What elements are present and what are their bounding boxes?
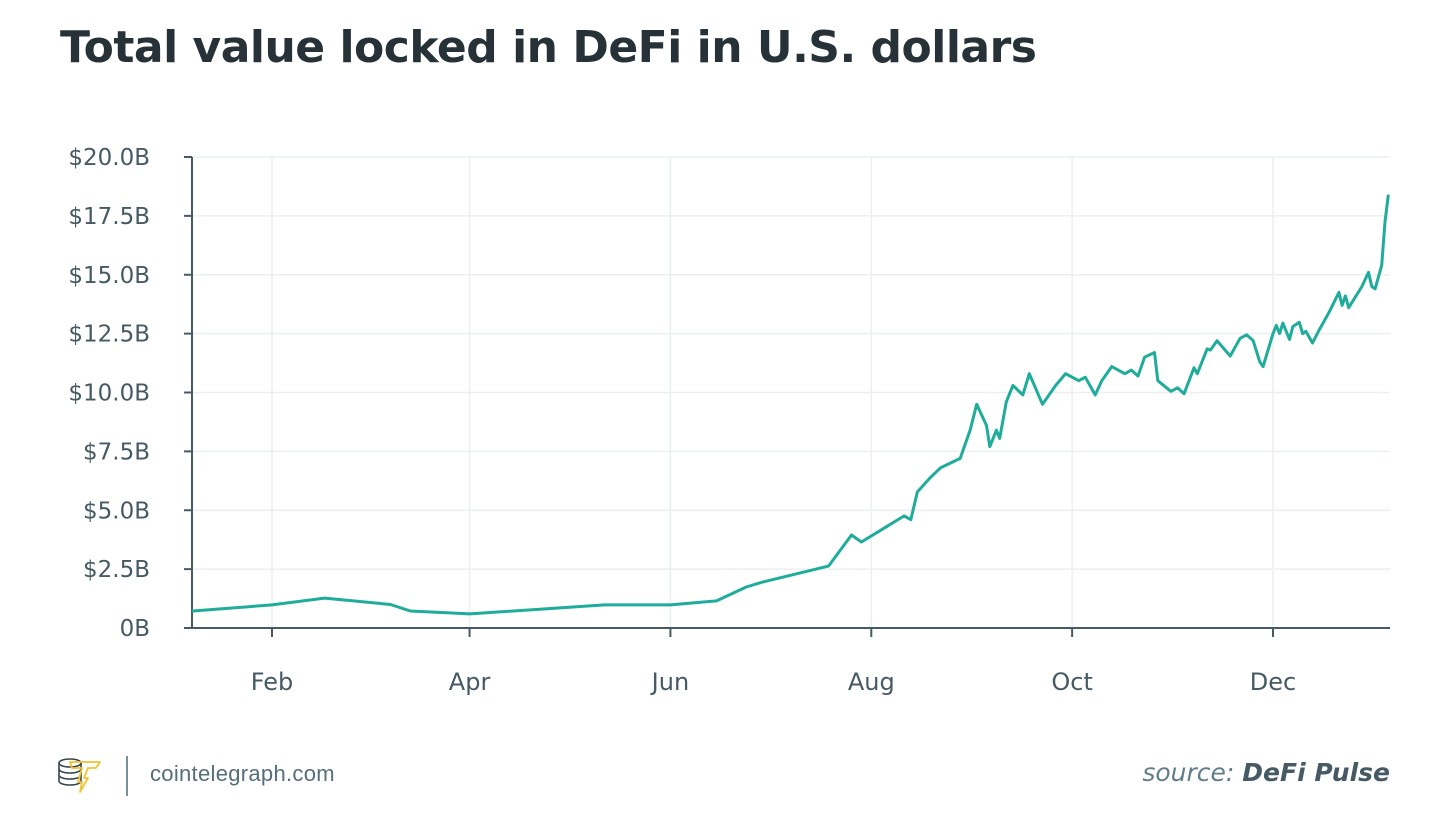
- y-tick-label: $17.5B: [68, 204, 150, 230]
- x-axis-ticks: Feb Apr Jun Aug Oct Dec: [251, 628, 1296, 696]
- footer-divider: [126, 756, 128, 796]
- x-tick-label: Apr: [449, 668, 491, 696]
- footer-site-name: cointelegraph.com: [150, 761, 335, 786]
- series-group: [191, 194, 1390, 616]
- x-tick-label: Oct: [1051, 668, 1093, 696]
- source-credit: source: DeFi Pulse: [1142, 758, 1390, 787]
- x-tick-label: Dec: [1250, 668, 1296, 696]
- cointelegraph-logo-icon: [56, 754, 106, 796]
- y-tick-label: $20.0B: [68, 145, 150, 171]
- source-label: source:: [1142, 758, 1235, 787]
- chart-area: 0B $2.5B $5.0B $7.5B $10.0B $12.5B $15.0B $17.5…: [68, 145, 1390, 696]
- y-tick-label: $5.0B: [83, 498, 150, 524]
- chart-title: Total value locked in DeFi in U.S. dolla…: [60, 22, 1037, 73]
- y-tick-label: $10.0B: [68, 381, 150, 407]
- y-tick-label: $7.5B: [83, 439, 150, 465]
- gridlines: [192, 156, 1390, 628]
- y-tick-label: $15.0B: [68, 263, 150, 289]
- y-tick-label: $2.5B: [83, 557, 150, 583]
- y-axis-ticks: 0B $2.5B $5.0B $7.5B $10.0B $12.5B $15.0B $17.5…: [68, 145, 192, 642]
- x-tick-label: Aug: [848, 668, 895, 696]
- series-line-total-value-locked: [191, 194, 1390, 616]
- y-tick-label: 0B: [120, 616, 150, 642]
- x-tick-label: Jun: [650, 668, 690, 696]
- source-name: DeFi Pulse: [1242, 758, 1390, 787]
- y-tick-label: $12.5B: [68, 322, 150, 348]
- x-tick-label: Feb: [251, 668, 294, 696]
